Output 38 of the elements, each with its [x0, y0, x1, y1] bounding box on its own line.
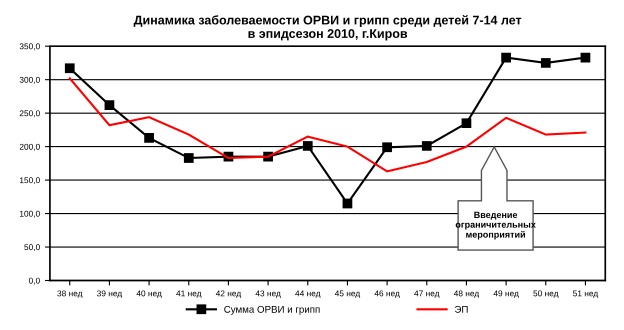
x-tick-label: 43 нед — [256, 290, 281, 298]
x-tick-label: 42 нед — [216, 290, 242, 298]
x-tick-label: 45 нед — [334, 290, 360, 298]
y-tick-label: 250,0 — [20, 110, 40, 118]
x-tick-label: 46 нед — [374, 290, 400, 298]
x-tick-label: 41 нед — [176, 290, 202, 298]
point — [501, 52, 511, 62]
point — [184, 153, 194, 163]
x-tick-label: 48 нед — [454, 290, 480, 298]
y-tick-label: 300,0 — [20, 76, 40, 84]
y-tick-label: 0,0 — [28, 278, 40, 285]
point — [462, 118, 472, 128]
x-tick-label: 51 нед — [573, 290, 598, 298]
point — [580, 52, 590, 62]
point — [64, 63, 75, 74]
y-tick-label: 350,0 — [20, 43, 40, 50]
x-tick-label: 44 нед — [295, 290, 320, 298]
x-tick-label: 38 нед — [57, 290, 82, 298]
point — [302, 141, 313, 151]
point — [422, 141, 432, 151]
x-tick-label: 40 нед — [136, 290, 162, 298]
point — [104, 100, 114, 110]
y-tick-label: 50,0 — [24, 244, 40, 252]
point — [382, 142, 392, 152]
x-tick-label: 50 нед — [533, 290, 558, 298]
legend-label: Сумма ОРВИ и грипп — [224, 306, 320, 315]
y-tick-label: 100,0 — [20, 210, 40, 218]
x-tick-label: 49 нед — [494, 290, 519, 298]
x-tick-label: 47 нед — [414, 290, 440, 298]
x-tick-label: 39 нед — [96, 290, 122, 298]
chart-title: Динамика заболеваемости ОРВИ и грипп среди детей 7-14 лет в эпидсезон 2010, г.Киров — [134, 15, 522, 40]
y-tick-label: 150,0 — [20, 177, 40, 184]
line-series — [68, 77, 586, 172]
point — [342, 198, 352, 208]
y-tick-label: 200,0 — [20, 144, 40, 151]
legend-label: ЭП — [454, 306, 468, 313]
point — [144, 133, 154, 143]
point — [540, 58, 551, 68]
